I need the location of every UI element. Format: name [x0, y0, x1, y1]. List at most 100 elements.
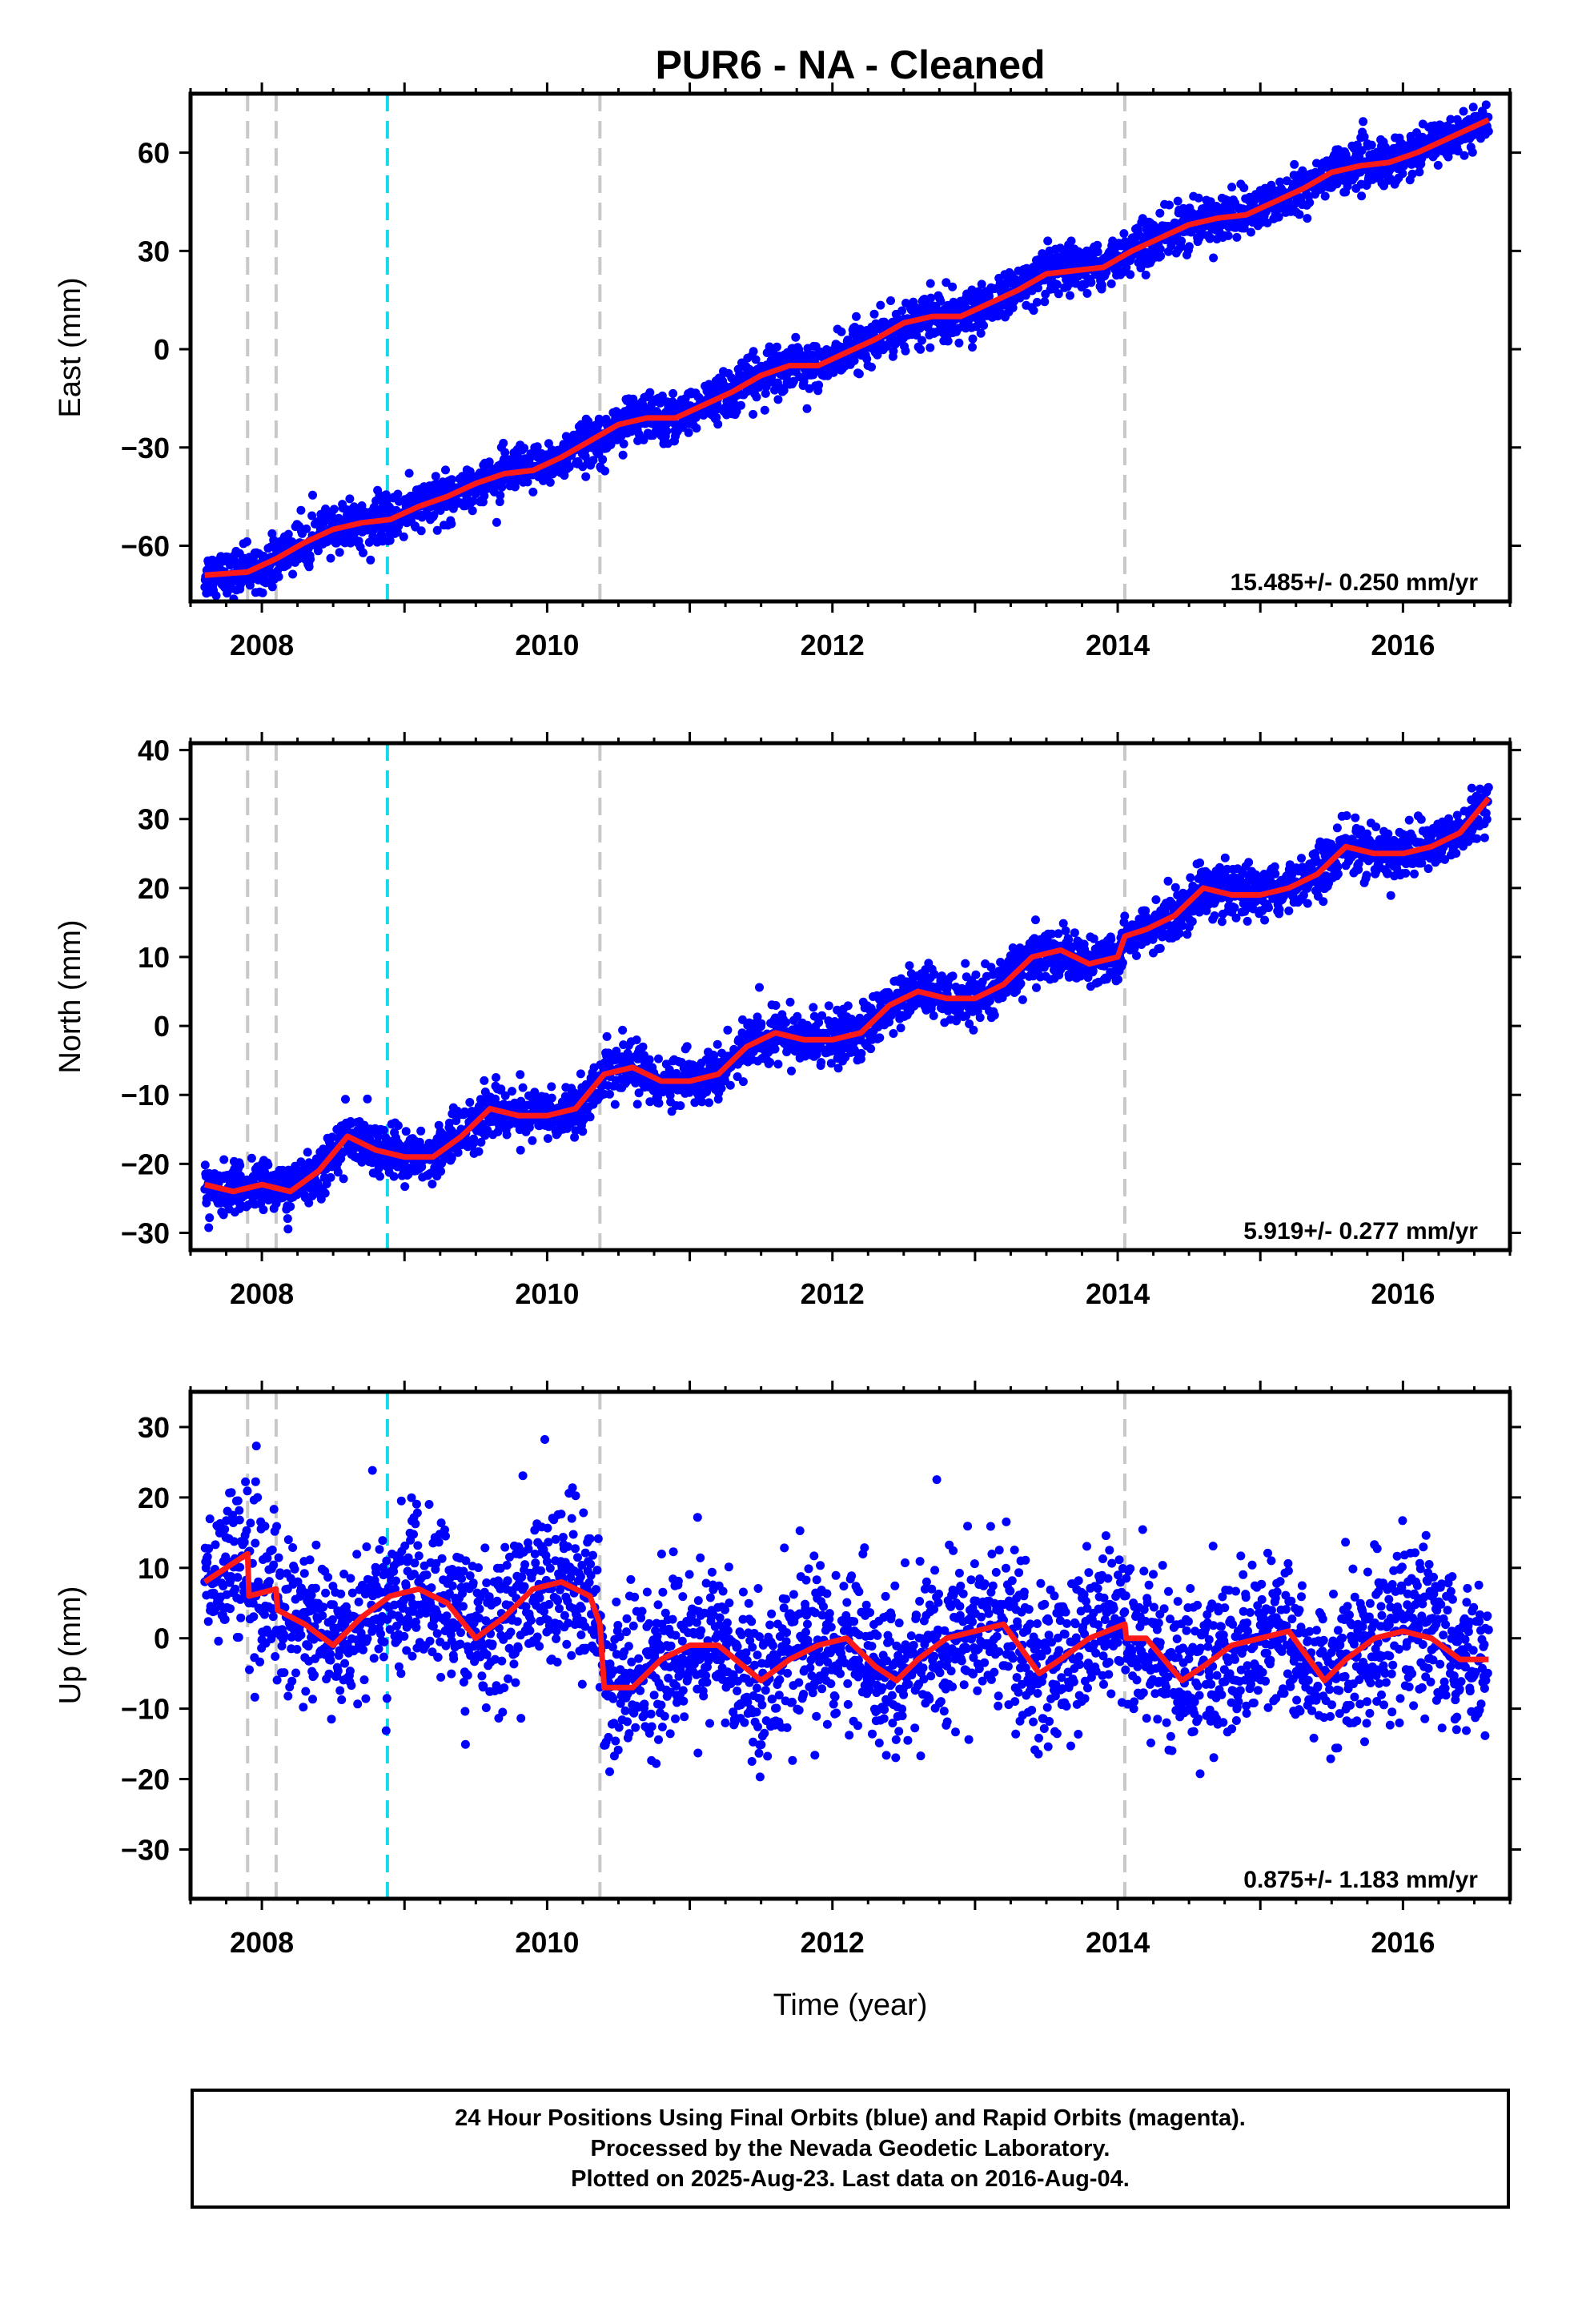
data-point: [738, 1015, 747, 1024]
data-point: [296, 505, 306, 515]
data-point: [814, 1018, 824, 1027]
data-point: [564, 462, 574, 472]
data-point: [1021, 291, 1030, 300]
data-point: [520, 444, 529, 453]
data-point: [500, 448, 510, 457]
data-point: [571, 1126, 580, 1136]
data-point: [1106, 279, 1116, 288]
data-point: [760, 405, 769, 415]
data-point: [930, 970, 939, 979]
data-point: [496, 491, 505, 500]
data-point: [644, 1055, 654, 1064]
data-point: [492, 517, 501, 527]
data-point: [1031, 915, 1040, 925]
data-point: [713, 1039, 722, 1049]
data-point: [258, 588, 267, 597]
data-point: [286, 1202, 295, 1212]
data-point: [725, 1080, 735, 1090]
data-point: [682, 1042, 692, 1051]
data-point: [1484, 127, 1493, 136]
data-point: [889, 1029, 898, 1038]
data-point: [733, 1072, 742, 1081]
data-point: [465, 1098, 475, 1107]
data-point: [971, 970, 981, 979]
data-point: [765, 1058, 775, 1067]
data-point: [697, 1097, 707, 1107]
data-point: [802, 404, 812, 413]
data-point: [415, 1137, 424, 1147]
data-point: [468, 497, 478, 505]
data-point: [896, 1023, 905, 1033]
data-point: [496, 1084, 506, 1094]
data-point: [618, 1025, 628, 1035]
data-point: [400, 1182, 410, 1192]
data-point: [787, 1066, 796, 1076]
data-point: [1066, 291, 1074, 300]
data-point: [849, 356, 859, 365]
data-point: [1052, 279, 1062, 289]
data-point: [619, 439, 628, 448]
data-point: [416, 526, 426, 536]
data-point: [867, 362, 876, 372]
data-point: [979, 320, 989, 330]
data-point: [516, 1145, 525, 1155]
data-point: [1141, 270, 1150, 279]
data-point: [1033, 297, 1042, 307]
data-point: [889, 347, 898, 356]
data-point: [547, 1093, 556, 1103]
data-point: [785, 997, 795, 1007]
data-point: [752, 392, 761, 402]
data-point: [690, 1098, 700, 1108]
data-point: [432, 525, 442, 535]
data-point: [468, 506, 477, 516]
data-point: [436, 1167, 446, 1176]
data-point: [283, 529, 293, 539]
data-point: [948, 971, 958, 981]
data-point: [1343, 182, 1352, 191]
data-point: [977, 279, 986, 289]
data-point: [771, 1001, 781, 1010]
data-point: [393, 1121, 403, 1130]
data-point: [656, 398, 665, 408]
data-point: [470, 1138, 480, 1147]
data-point: [605, 1089, 614, 1099]
data-point: [837, 327, 846, 336]
data-point: [235, 1160, 245, 1170]
data-point: [243, 537, 251, 546]
data-point: [429, 511, 439, 520]
data-point: [1177, 236, 1186, 246]
data-point: [857, 1048, 866, 1058]
data-point: [502, 1130, 512, 1140]
data-point: [341, 1095, 350, 1104]
data-point: [283, 1214, 292, 1224]
data-point: [1468, 147, 1477, 157]
data-point: [773, 1059, 783, 1069]
data-point: [1043, 236, 1053, 246]
data-point: [431, 472, 440, 481]
data-point: [1040, 297, 1050, 307]
data-point: [1016, 979, 1026, 988]
data-point: [404, 468, 414, 478]
data-point: [1156, 251, 1166, 261]
data-point: [773, 395, 783, 404]
data-point: [1184, 242, 1194, 251]
data-point: [1239, 183, 1249, 192]
data-point: [528, 1136, 537, 1145]
data-point: [545, 477, 555, 487]
data-point: [500, 1091, 510, 1100]
data-point: [1398, 169, 1407, 179]
data-point: [296, 1157, 306, 1167]
data-point: [1066, 236, 1076, 246]
data-point: [824, 1001, 833, 1011]
data-point: [975, 1013, 985, 1023]
data-point: [965, 1019, 974, 1028]
data-point: [274, 572, 283, 581]
y-tick-label: −30: [121, 432, 170, 464]
data-point: [585, 1112, 595, 1122]
data-point: [968, 343, 977, 352]
data-point: [1311, 167, 1320, 177]
y-tick-label: 60: [138, 137, 170, 170]
data-point: [912, 331, 921, 340]
data-point: [447, 519, 456, 529]
data-point: [345, 494, 355, 504]
